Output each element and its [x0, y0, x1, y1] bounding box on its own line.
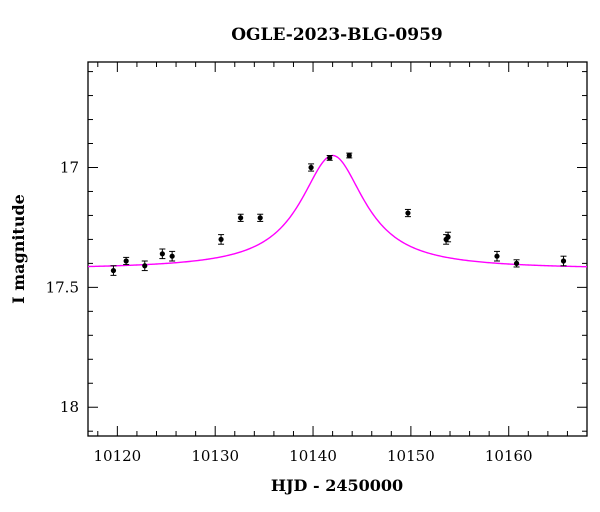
data-point: [346, 152, 353, 159]
data-point: [218, 234, 225, 245]
data-point: [493, 250, 500, 262]
data-point: [141, 260, 148, 272]
point-marker: [169, 253, 175, 259]
point-marker: [238, 215, 244, 221]
y-tick-label: 18: [60, 398, 79, 416]
y-axis-label: I magnitude: [9, 194, 28, 304]
data-point: [513, 259, 520, 268]
point-marker: [257, 215, 263, 221]
plot-frame: [87, 61, 588, 437]
point-marker: [445, 234, 451, 240]
point-marker: [327, 155, 333, 161]
axis-ticks: [88, 62, 587, 436]
data-point: [110, 265, 117, 276]
point-marker: [159, 251, 165, 257]
chart-title: OGLE-2023-BLG-0959: [231, 25, 443, 45]
point-marker: [218, 236, 224, 243]
data-point: [445, 231, 452, 243]
model-curve: [87, 154, 588, 268]
x-tick-label: 10120: [93, 447, 141, 465]
x-axis-label: HJD - 2450000: [271, 476, 403, 495]
data-point: [560, 255, 567, 267]
data-point: [308, 163, 315, 172]
tick-labels: 10120 10130 10140 10150 10160 17 17.5 18: [46, 158, 533, 465]
x-tick-label: 10150: [387, 447, 435, 465]
x-tick-label: 10160: [485, 447, 533, 465]
point-marker: [494, 253, 500, 259]
x-tick-label: 10130: [191, 447, 239, 465]
data-point: [169, 250, 176, 262]
point-marker: [308, 164, 314, 171]
point-marker: [513, 260, 520, 266]
point-marker: [110, 267, 117, 274]
point-marker: [560, 258, 567, 264]
y-tick-label: 17.5: [46, 278, 79, 296]
data-point: [326, 155, 333, 161]
data-point: [237, 213, 244, 222]
point-marker: [123, 258, 129, 264]
data-point: [123, 256, 130, 266]
point-marker: [405, 210, 411, 216]
data-points: [110, 152, 567, 276]
data-point: [404, 208, 411, 218]
y-tick-label: 17: [60, 158, 79, 176]
point-marker: [346, 152, 352, 159]
x-tick-label: 10140: [289, 447, 337, 465]
point-marker: [142, 263, 148, 269]
data-point: [159, 248, 166, 260]
data-point: [257, 213, 264, 222]
